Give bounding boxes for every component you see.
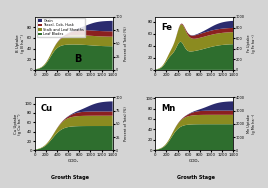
Text: Fe: Fe <box>162 23 173 32</box>
Text: Growth Stage: Growth Stage <box>51 175 89 180</box>
Legend: Grain, Tassel, Cob, Husk, Stalk and Leaf Sheaths, Leaf Blades: Grain, Tassel, Cob, Husk, Stalk and Leaf… <box>37 18 85 37</box>
Text: B: B <box>0 187 1 188</box>
Text: Growth Stage: Growth Stage <box>177 175 215 180</box>
Text: B: B <box>74 54 81 64</box>
X-axis label: GDD₂: GDD₂ <box>189 158 200 163</box>
X-axis label: GDD₂: GDD₂ <box>68 158 79 163</box>
Y-axis label: B Uptake
(g B ha⁻¹): B Uptake (g B ha⁻¹) <box>16 34 25 53</box>
Y-axis label: Mn Uptake
(g Mn ha⁻¹): Mn Uptake (g Mn ha⁻¹) <box>247 114 256 134</box>
Text: Cu: Cu <box>41 104 53 113</box>
Y-axis label: Percent of Total (%): Percent of Total (%) <box>124 107 128 141</box>
Y-axis label: Percent of Total (%): Percent of Total (%) <box>124 26 128 61</box>
Y-axis label: Cu Uptake
(g Cu ha⁻¹): Cu Uptake (g Cu ha⁻¹) <box>14 113 23 135</box>
Text: Mn: Mn <box>162 104 176 113</box>
Y-axis label: Fe Uptake
(g Fe ha⁻¹): Fe Uptake (g Fe ha⁻¹) <box>247 34 256 53</box>
